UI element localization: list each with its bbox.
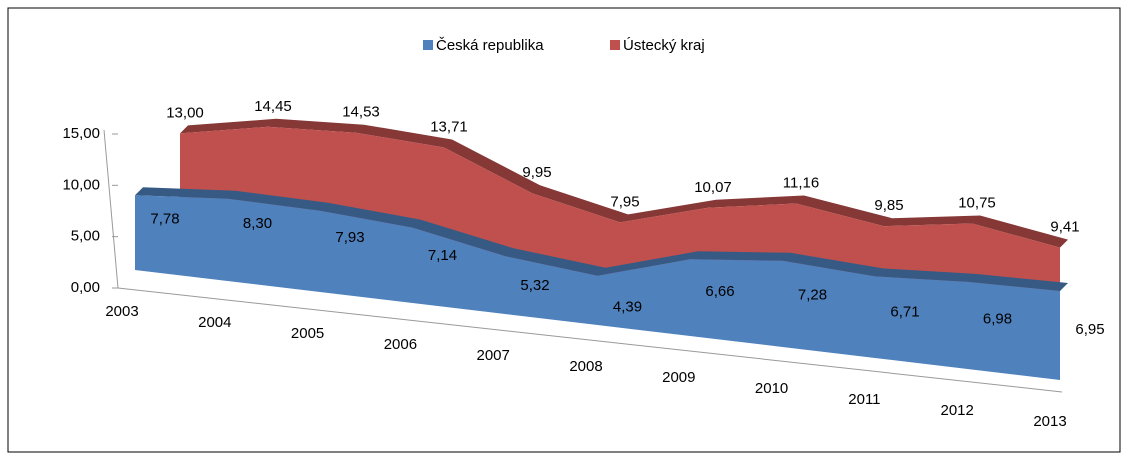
- data-label: 8,30: [243, 215, 272, 232]
- data-label: 7,93: [335, 229, 364, 246]
- x-tick-label: 2007: [477, 347, 510, 364]
- y-tick-label: 0,00: [71, 279, 100, 296]
- data-label: 7,14: [428, 247, 457, 264]
- x-tick-label: 2011: [848, 391, 880, 408]
- x-tick-label: 2005: [291, 325, 324, 342]
- data-label: 13,00: [166, 104, 204, 121]
- floor-front: [117, 287, 1063, 393]
- data-label: 9,95: [522, 164, 551, 181]
- legend-label: Česká republika: [436, 37, 544, 54]
- y-axis-back: [103, 129, 119, 289]
- legend-swatch: [423, 40, 433, 50]
- data-label: 4,39: [613, 298, 642, 315]
- x-tick-label: 2003: [105, 303, 138, 320]
- data-label: 5,32: [520, 277, 549, 294]
- data-label: 9,41: [1050, 219, 1079, 236]
- area: [135, 195, 1060, 380]
- y-tick-label: 5,00: [71, 228, 100, 245]
- data-label: 10,07: [694, 179, 732, 196]
- data-label: 7,95: [610, 193, 639, 210]
- area-depth: [180, 118, 1068, 248]
- data-label: 10,75: [958, 195, 996, 212]
- x-tick-label: 2012: [941, 402, 974, 419]
- data-label: 14,45: [254, 98, 292, 115]
- data-label: 7,78: [150, 210, 179, 227]
- data-label: 6,66: [705, 283, 734, 300]
- x-tick-label: 2010: [755, 380, 788, 397]
- legend-label: Ústecký kraj: [623, 37, 705, 54]
- x-tick-label: 2004: [198, 314, 231, 331]
- y-tick-label: 10,00: [62, 176, 100, 193]
- data-label: 11,16: [783, 174, 819, 191]
- x-tick-label: 2006: [384, 336, 417, 353]
- data-label: 6,71: [890, 303, 919, 320]
- data-label: 13,71: [430, 118, 468, 135]
- data-label: 6,98: [983, 310, 1012, 327]
- data-label: 9,85: [874, 197, 903, 214]
- data-label: 7,28: [798, 286, 827, 303]
- x-tick-label: 2009: [662, 369, 695, 386]
- x-tick-label: 2013: [1033, 413, 1066, 430]
- data-label: 14,53: [342, 104, 380, 121]
- area-depth: [135, 187, 1068, 291]
- legend-swatch: [610, 40, 620, 50]
- data-label: 6,95: [1075, 321, 1104, 338]
- y-tick-label: 15,00: [62, 125, 100, 142]
- x-tick-label: 2008: [569, 358, 602, 375]
